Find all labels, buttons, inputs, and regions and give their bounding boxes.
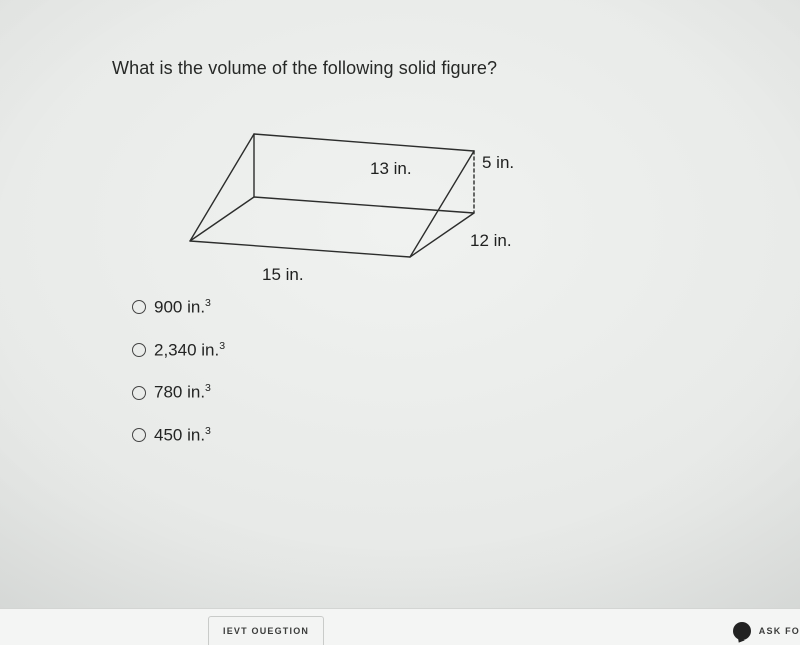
ask-label: ASK FO xyxy=(759,626,800,636)
footer-strip: IEVT OUEGTION ASK FO xyxy=(0,608,800,645)
radio-icon xyxy=(132,300,146,314)
ask-for-help-button[interactable]: ASK FO xyxy=(719,617,800,645)
dim-label-5: 5 in. xyxy=(482,153,514,173)
choice-label: 450 in.3 xyxy=(154,425,211,446)
question-text: What is the volume of the following soli… xyxy=(112,58,800,79)
choice-label: 780 in.3 xyxy=(154,382,211,403)
dim-label-13: 13 in. xyxy=(370,159,412,179)
choice-d[interactable]: 450 in.3 xyxy=(132,425,800,446)
radio-icon xyxy=(132,343,146,357)
radio-icon xyxy=(132,386,146,400)
answer-choices: 900 in.3 2,340 in.3 780 in.3 450 in.3 xyxy=(132,297,800,446)
prism-diagram: 13 in. 5 in. 12 in. 15 in. xyxy=(182,97,512,287)
next-question-button[interactable]: IEVT OUEGTION xyxy=(208,616,324,645)
radio-icon xyxy=(132,428,146,442)
choice-label: 2,340 in.3 xyxy=(154,340,225,361)
choice-b[interactable]: 2,340 in.3 xyxy=(132,340,800,361)
dim-label-12: 12 in. xyxy=(470,231,512,251)
dim-label-15: 15 in. xyxy=(262,265,304,285)
choice-label: 900 in.3 xyxy=(154,297,211,318)
speech-bubble-icon xyxy=(733,622,751,640)
choice-a[interactable]: 900 in.3 xyxy=(132,297,800,318)
choice-c[interactable]: 780 in.3 xyxy=(132,382,800,403)
